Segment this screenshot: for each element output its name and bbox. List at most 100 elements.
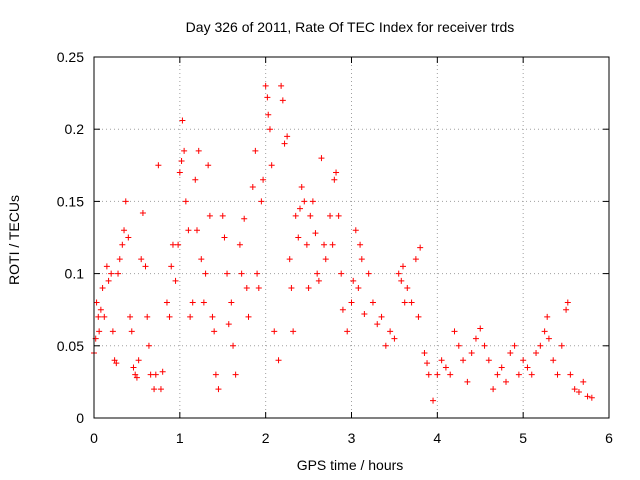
data-point xyxy=(175,241,182,248)
y-tick-label: 0.2 xyxy=(65,121,85,137)
data-point xyxy=(275,357,282,364)
data-point xyxy=(133,374,140,381)
chart-title: Day 326 of 2011, Rate Of TEC Index for r… xyxy=(186,19,515,35)
y-axis-label: ROTI / TECUs xyxy=(6,195,22,285)
y-tick-label: 0 xyxy=(76,410,84,426)
data-point xyxy=(125,234,132,241)
data-point xyxy=(147,371,154,378)
data-point xyxy=(404,285,411,292)
data-point xyxy=(286,256,293,263)
data-point xyxy=(252,147,259,154)
data-point xyxy=(438,357,445,364)
data-point xyxy=(305,285,312,292)
data-point xyxy=(101,313,108,320)
data-point xyxy=(181,147,188,154)
data-point xyxy=(412,256,419,263)
data-point xyxy=(243,285,250,292)
data-point xyxy=(172,277,179,284)
data-point xyxy=(105,277,112,284)
data-point xyxy=(481,342,488,349)
data-point xyxy=(122,198,129,205)
data-point xyxy=(528,371,535,378)
data-point xyxy=(281,140,288,147)
data-point xyxy=(271,328,278,335)
data-point xyxy=(155,162,162,169)
data-point xyxy=(307,212,314,219)
data-point xyxy=(588,394,595,401)
x-axis-label: GPS time / hours xyxy=(297,457,404,473)
data-point xyxy=(221,234,228,241)
y-tick-label: 0.25 xyxy=(57,49,84,65)
x-tick-label: 5 xyxy=(519,430,527,446)
data-point xyxy=(260,176,267,183)
data-point xyxy=(503,378,509,385)
data-point xyxy=(279,97,286,104)
data-point xyxy=(430,397,437,404)
data-point xyxy=(249,183,256,190)
data-point xyxy=(357,241,364,248)
data-point xyxy=(215,386,222,393)
data-point xyxy=(169,241,176,248)
data-point xyxy=(301,198,308,205)
data-point xyxy=(224,270,231,277)
data-point xyxy=(194,227,200,234)
data-point xyxy=(295,234,302,241)
data-point xyxy=(178,157,185,164)
data-point xyxy=(571,386,578,393)
data-point xyxy=(225,321,232,328)
data-point xyxy=(558,342,565,349)
data-point xyxy=(472,335,479,342)
data-point xyxy=(387,328,394,335)
data-point xyxy=(327,212,334,219)
data-point xyxy=(159,368,166,375)
data-point xyxy=(451,328,458,335)
data-point xyxy=(206,212,213,219)
data-point xyxy=(333,169,340,176)
data-point xyxy=(205,162,212,169)
data-point xyxy=(121,227,128,234)
data-point xyxy=(524,364,531,371)
data-point xyxy=(455,342,462,349)
data-point xyxy=(138,256,145,263)
data-point xyxy=(520,357,527,364)
data-point xyxy=(278,82,285,89)
data-point xyxy=(192,176,199,183)
data-point xyxy=(202,270,209,277)
data-point xyxy=(361,311,368,318)
data-point xyxy=(241,215,248,222)
data-point xyxy=(550,357,557,364)
data-point xyxy=(139,209,146,216)
data-point xyxy=(335,212,342,219)
y-tick-label: 0.15 xyxy=(57,193,84,209)
data-point xyxy=(95,313,102,320)
data-point xyxy=(544,313,551,320)
data-point xyxy=(322,256,329,263)
tick-labels: 0 1 2 3 4 5 6 0 0.05 0.1 0.15 0.2 0.25 xyxy=(57,49,613,446)
data-point xyxy=(266,126,273,133)
data-point xyxy=(338,270,345,277)
data-point xyxy=(580,378,587,385)
x-tick-label: 4 xyxy=(433,430,441,446)
x-tick-label: 1 xyxy=(176,430,184,446)
data-point xyxy=(238,270,245,277)
data-point xyxy=(254,270,261,277)
y-tick-label: 0.05 xyxy=(57,338,84,354)
data-point xyxy=(318,155,325,162)
x-tick-label: 2 xyxy=(262,430,270,446)
data-point xyxy=(116,256,123,263)
data-point xyxy=(200,299,207,306)
data-point xyxy=(533,350,540,357)
data-point xyxy=(464,378,471,385)
data-point xyxy=(545,335,552,342)
data-point xyxy=(262,82,269,89)
x-tick-label: 3 xyxy=(348,430,356,446)
data-point xyxy=(130,364,137,371)
data-point xyxy=(315,277,322,284)
data-point xyxy=(490,386,497,393)
data-point xyxy=(292,212,299,219)
data-point xyxy=(187,313,194,320)
data-point xyxy=(264,94,271,101)
data-point xyxy=(401,299,408,306)
data-point xyxy=(115,270,122,277)
